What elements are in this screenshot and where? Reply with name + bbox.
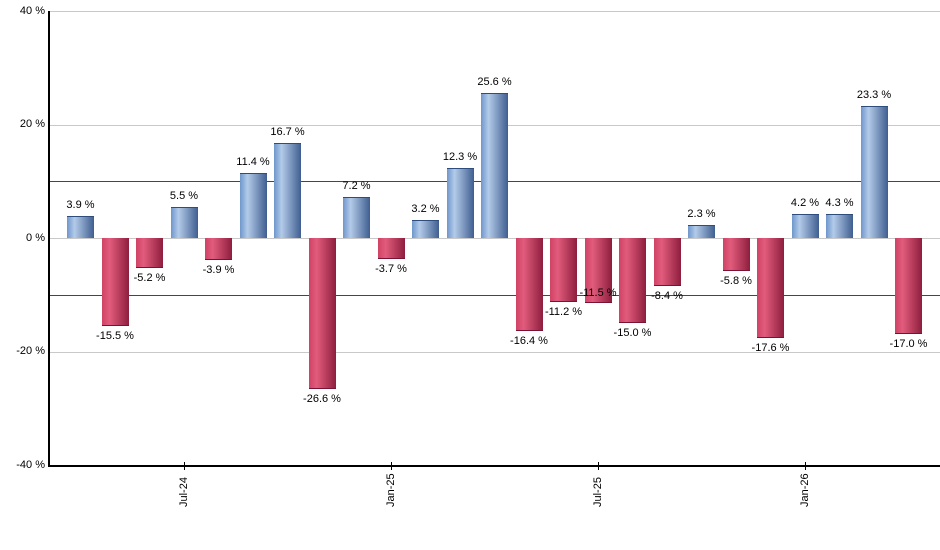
- bar-value-label: 7.2 %: [342, 180, 371, 193]
- bar-negative: [722, 238, 750, 271]
- bar-value-label: 23.3 %: [856, 88, 892, 101]
- x-axis-tick-mark: [805, 462, 806, 470]
- bar-positive: [412, 219, 439, 238]
- x-axis-tick-label: Jul-24: [178, 477, 190, 507]
- bar-value-label: 4.2 %: [790, 197, 820, 210]
- bar-value-label: -3.9 %: [202, 264, 235, 277]
- bar-positive: [481, 92, 508, 238]
- y-axis-tick-label: 0 %: [26, 231, 45, 244]
- bar-value-label: -15.0 %: [613, 327, 652, 340]
- bar-value-label: -26.6 %: [303, 392, 341, 405]
- bar-value-label: 2.3 %: [687, 207, 716, 220]
- y-axis-tick-label: -40 %: [16, 458, 45, 471]
- bar-positive: [274, 143, 301, 238]
- bar-value-label: 25.6 %: [477, 75, 512, 88]
- bar-value-label: -5.8 %: [720, 274, 752, 287]
- bar-positive: [67, 215, 94, 238]
- bar-value-label: 4.3 %: [825, 196, 854, 209]
- bar-positive: [343, 197, 370, 238]
- bar-positive: [170, 206, 198, 238]
- reference-line: [49, 294, 940, 296]
- bar-negative: [550, 238, 577, 302]
- x-axis-line: [48, 465, 940, 467]
- x-axis-tick-label: Jan-26: [799, 473, 811, 507]
- gridline: [49, 11, 940, 12]
- bar-value-label: -11.2 %: [544, 305, 583, 318]
- bar-negative: [515, 238, 543, 332]
- bar-negative: [101, 238, 129, 326]
- bar-value-label: 12.3 %: [442, 151, 478, 164]
- gridline: [49, 238, 940, 239]
- gridline: [49, 351, 940, 353]
- bar-value-label: -5.2 %: [133, 271, 166, 284]
- x-axis-tick-label: Jan-25: [385, 473, 397, 507]
- bar-negative: [136, 238, 163, 268]
- bar-value-label: 5.5 %: [169, 189, 199, 202]
- bar-negative: [377, 238, 405, 259]
- bar-value-label: -8.4 %: [651, 289, 683, 302]
- bar-negative: [653, 238, 681, 286]
- y-axis-line: [48, 11, 50, 467]
- bar-positive: [688, 224, 715, 238]
- bar-value-label: 3.9 %: [66, 198, 95, 211]
- bar-value-label: 16.7 %: [270, 126, 305, 139]
- x-axis-tick-mark: [598, 462, 599, 470]
- x-axis-tick-label: Jul-25: [592, 477, 604, 507]
- bar-positive: [791, 214, 819, 238]
- bar-negative: [205, 238, 232, 261]
- x-axis-tick-mark: [184, 462, 185, 470]
- bar-value-label: -3.7 %: [375, 262, 407, 275]
- bar-value-label: -15.5 %: [96, 329, 134, 342]
- bar-negative: [757, 238, 784, 338]
- bar-positive: [826, 213, 853, 238]
- y-axis-tick-label: 20 %: [19, 118, 45, 130]
- bar-negative: [619, 238, 646, 324]
- bar-value-label: -17.6 %: [751, 341, 790, 354]
- bar-value-label: -11.5 %: [579, 287, 617, 300]
- bar-value-label: 3.2 %: [411, 202, 440, 215]
- bar-value-label: -16.4 %: [510, 335, 548, 348]
- x-axis-tick-mark: [391, 462, 392, 470]
- bar-value-label: 11.4 %: [236, 156, 270, 169]
- bar-positive: [860, 105, 888, 238]
- bar-positive: [239, 173, 267, 238]
- bar-value-label: -17.0 %: [889, 338, 928, 351]
- y-axis-tick-label: -20 %: [16, 345, 45, 357]
- y-axis-tick-label: 40 %: [19, 4, 45, 17]
- bar-negative: [308, 238, 336, 389]
- bar-negative: [584, 238, 612, 304]
- bar-negative: [895, 238, 922, 335]
- bar-positive: [446, 168, 474, 238]
